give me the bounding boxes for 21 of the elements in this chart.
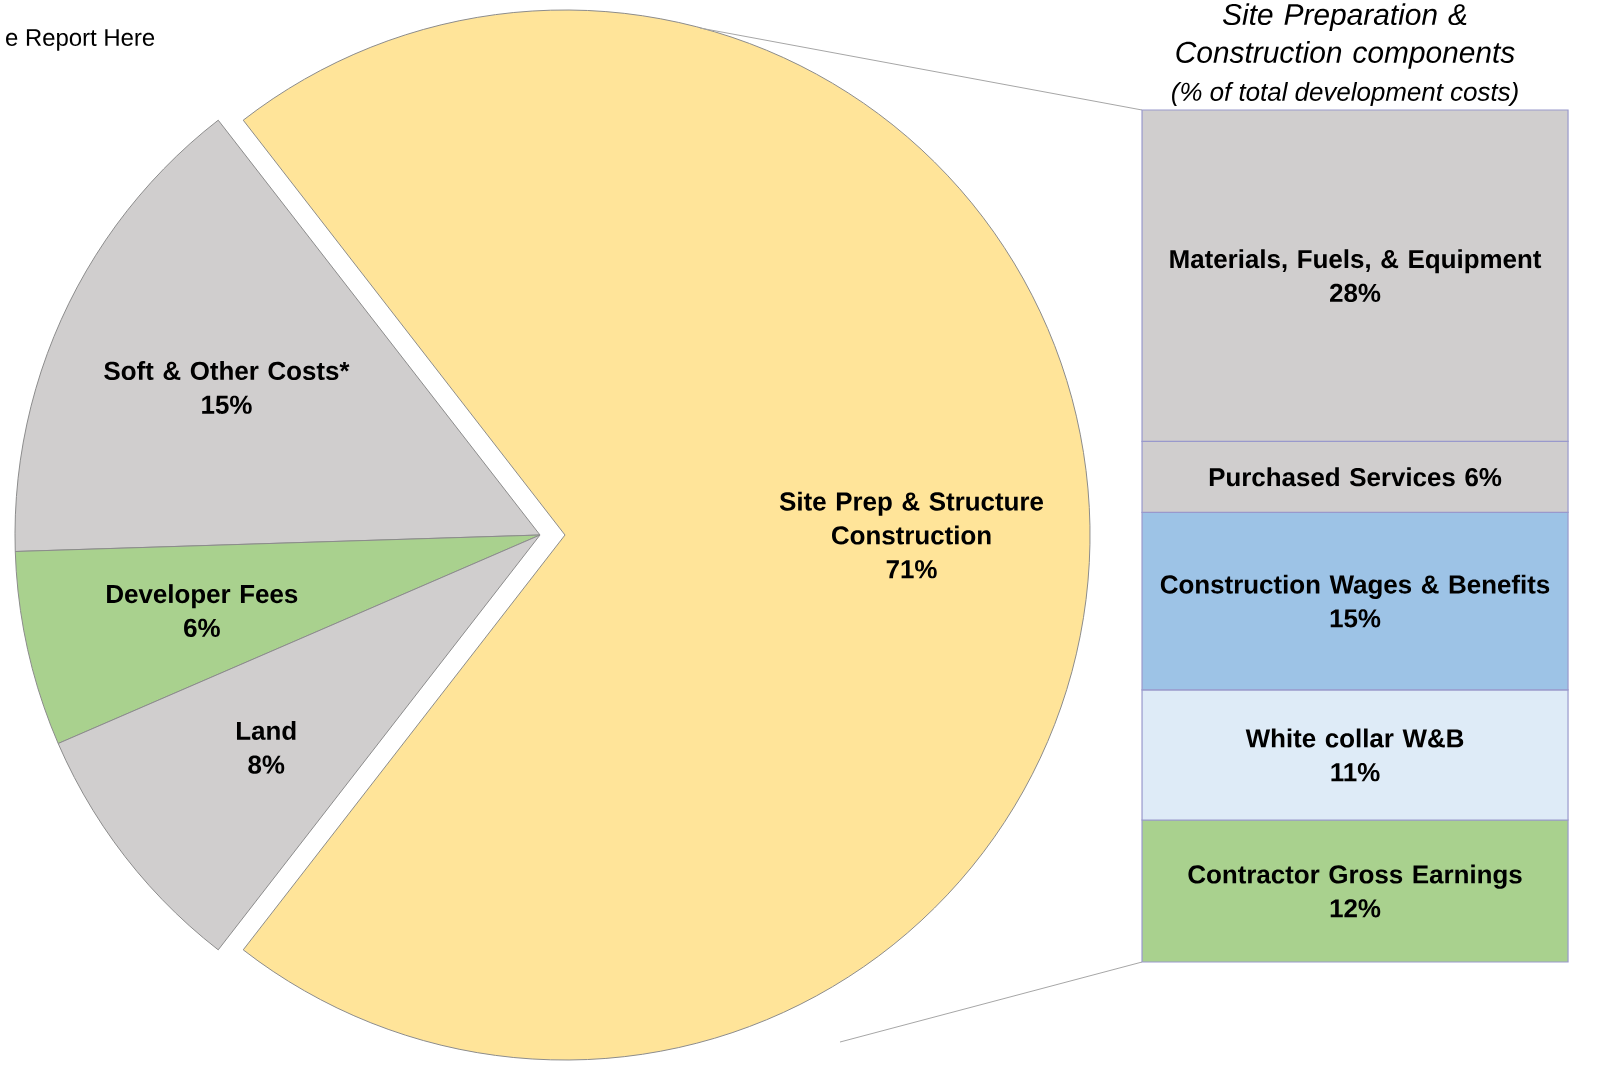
chart-subtitle: (% of total development costs): [1172, 81, 1518, 107]
data-label: 6%: [1465, 468, 1502, 487]
slice-label: Land: [236, 720, 296, 740]
series-label: Contractor Gross Earnings: [1188, 864, 1522, 889]
chart-title: Site Preparation & Construction components: [1176, 3, 1515, 69]
series-label: White collar W&B: [1245, 728, 1464, 748]
data-label: 6%: [184, 618, 220, 638]
data-label: 11%: [1331, 763, 1380, 782]
data-label: 8%: [248, 755, 285, 774]
series-label: Construction Wages & Benefits: [1160, 574, 1550, 599]
series-label: Purchased Services: [1209, 467, 1455, 487]
data-label: 15%: [202, 395, 252, 414]
slice-label: Soft & Other Costs*: [104, 361, 350, 381]
slice-label: Site Prep & Structure Construction: [779, 491, 1044, 545]
slice-label: Developer Fees: [107, 584, 298, 609]
data-label: 28%: [1330, 283, 1381, 303]
data-label: 15%: [1330, 609, 1381, 628]
data-label: 12%: [1330, 899, 1381, 918]
data-label: 71%: [886, 560, 937, 579]
text: e Report Here: [6, 29, 155, 51]
series-label: Materials, Fuels, & Equipment: [1170, 249, 1542, 274]
